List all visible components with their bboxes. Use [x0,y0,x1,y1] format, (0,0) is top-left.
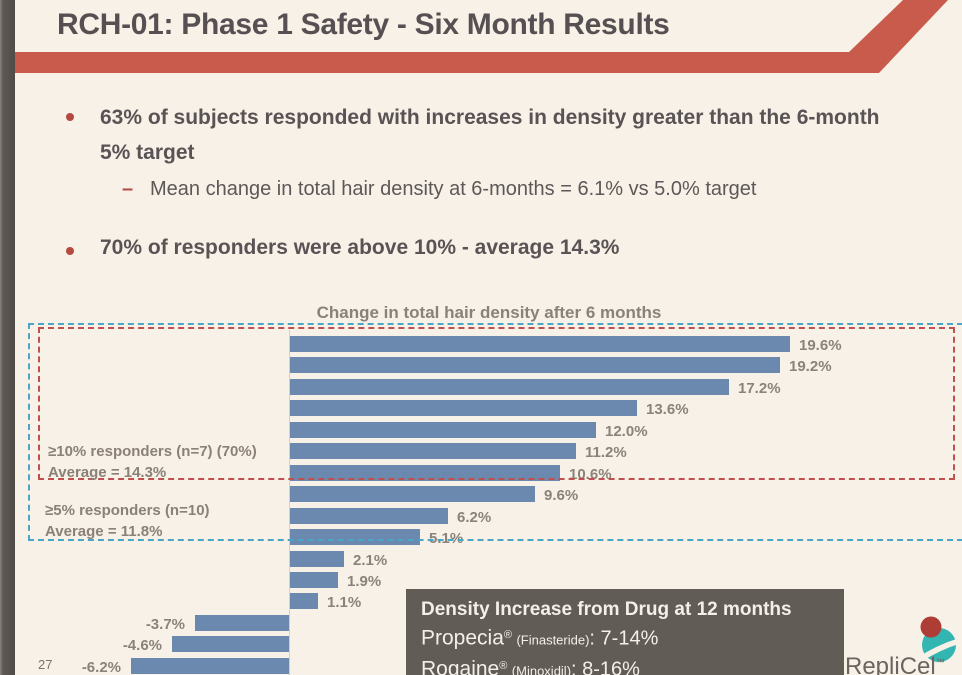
responders-10pct-dashed-box [38,327,955,480]
bar-value-label: 2.1% [353,552,388,569]
bar [290,572,338,588]
bullet-2: 70% of responders were above 10% - avera… [100,236,620,259]
bar-value-label: 11.2% [585,444,627,461]
bar [290,357,780,373]
bar-value-label: 9.6% [544,487,579,504]
drug-row-propecia: Propecia® (Finasteride): 7-14% [421,622,829,653]
drug-comparison-box: Density Increase from Drug at 12 months … [406,589,844,675]
bar [290,465,560,481]
logo-name: RepliCel [845,653,936,675]
bar [290,486,535,502]
drug-row-rogaine: Rogaine® (Minoxidil): 8-16% [421,653,829,675]
bar [131,658,289,674]
chart-title: Change in total hair density after 6 mon… [316,303,662,322]
bar [290,379,729,395]
bar-value-label: 17.2% [738,380,781,397]
drug-comparison-title: Density Increase from Drug at 12 months [421,599,792,620]
sub-bullet-1: Mean change in total hair density at 6-m… [150,178,757,200]
bullet-1: 63% of subjects responded with increases… [100,106,880,164]
drug-generic: (Minoxidil) [511,663,572,675]
bar [290,551,344,567]
drug-name: Rogaine [421,657,500,675]
drug-value: : 7-14% [589,627,659,650]
bar [172,636,289,652]
bar [195,615,289,631]
chart-axis-line [289,330,290,675]
bar-value-label: 12.0% [605,423,648,440]
bullet-icon [66,247,74,255]
bar-value-label: 19.2% [789,358,832,375]
responders-10pct-line2: Average = 14.3% [48,464,167,481]
replicel-logo-icon [917,616,960,663]
responders-10pct-label: ≥10% responders (n=7) (70%) Average = 14… [48,441,257,483]
drug-name: Propecia [421,626,504,650]
sub-bullet-dash-icon: – [122,178,134,200]
bar [290,529,420,545]
bar-value-label: -6.2% [81,659,121,675]
registered-mark-icon: ® [503,629,512,641]
bar [290,422,596,438]
page-number: 27 [38,657,53,672]
bar-value-label: 1.9% [347,573,382,590]
responders-5pct-dashed-box [28,323,962,541]
drug-value: : 8-16% [571,658,640,675]
registered-mark-icon: ® [499,660,508,673]
title-accent-ribbon [15,0,948,73]
responders-5pct-line1: ≥5% responders (n=10) [45,502,210,519]
page-title: RCH-01: Phase 1 Safety - Six Month Resul… [57,8,670,41]
bar [290,443,576,459]
bar-value-label: 5.1% [429,530,464,547]
bar-value-label: 6.2% [457,509,492,526]
bar-value-label: 1.1% [327,594,362,611]
replicel-logo-text: RepliCel™ [845,653,945,675]
responders-5pct-label: ≥5% responders (n=10) Average = 11.8% [45,500,210,542]
trademark-icon: ™ [935,657,945,667]
bar [290,336,790,352]
bar [290,593,318,609]
bar-value-label: -4.6% [122,637,162,654]
bar-value-label: 13.6% [646,401,689,418]
bar [290,400,637,416]
bullet-icon [66,113,74,121]
bar-value-label: 19.6% [799,337,842,354]
bar [290,508,448,524]
window-edge-strip [0,0,15,675]
responders-5pct-line2: Average = 11.8% [45,523,163,540]
responders-10pct-line1: ≥10% responders (n=7) (70%) [48,443,257,460]
bar-value-label: -3.7% [145,616,185,633]
drug-generic: (Finasteride) [516,632,590,648]
